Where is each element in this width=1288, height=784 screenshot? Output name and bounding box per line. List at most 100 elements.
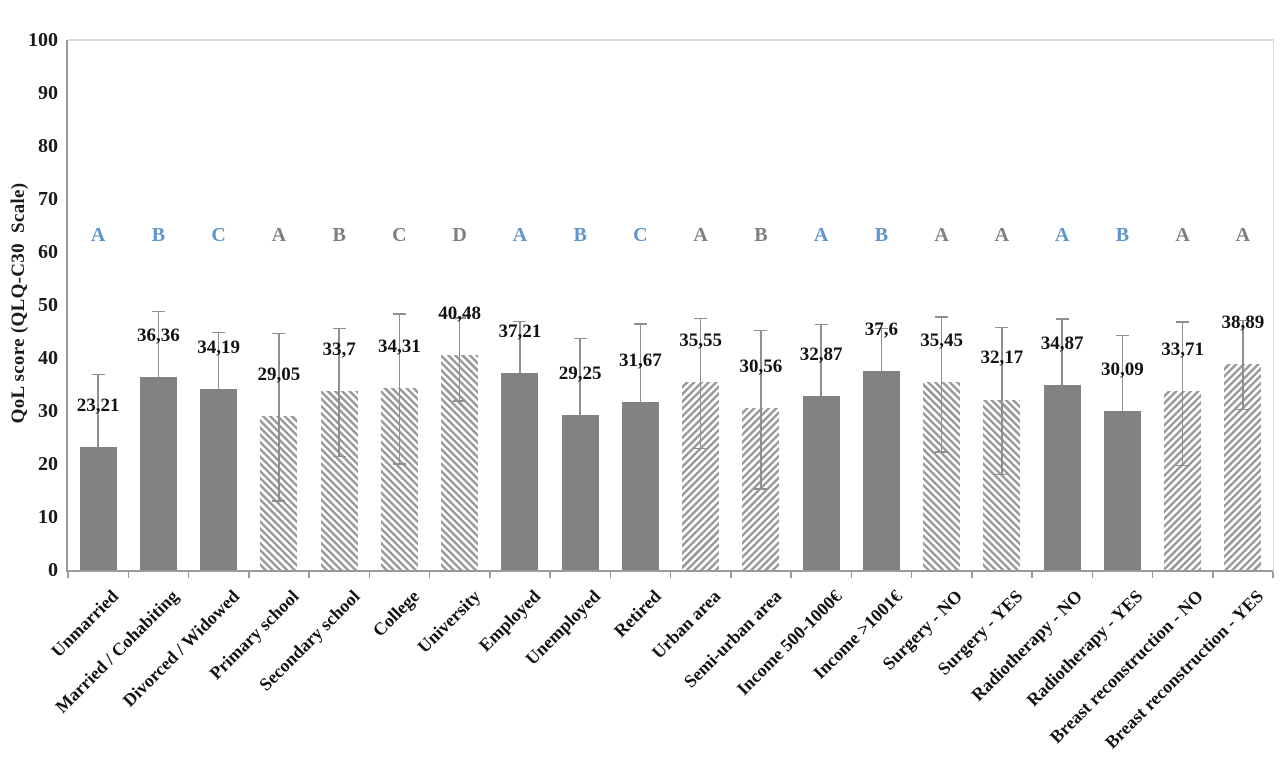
bar-17: [1043, 385, 1081, 570]
error-bar-bottom-cap: [754, 488, 768, 490]
y-tick-label: 30: [38, 400, 58, 422]
bar-3: [200, 388, 238, 570]
y-tick-label: 70: [38, 188, 58, 210]
error-bar-top-cap: [754, 329, 768, 332]
error-bar-top-cap: [392, 313, 406, 315]
error-bar: [1121, 334, 1124, 411]
error-bar: [760, 329, 762, 489]
bar-value-label: 30,56: [739, 356, 783, 378]
x-axis-tick: [609, 572, 611, 578]
bar-2: [139, 377, 177, 570]
error-bar-top-cap: [1236, 319, 1250, 322]
y-tick-label: 20: [38, 453, 58, 475]
significance-letter: B: [754, 224, 768, 247]
error-bar-bottom-cap: [935, 451, 949, 453]
error-bar: [1242, 319, 1244, 409]
error-bar-bottom-cap: [1236, 408, 1250, 411]
x-axis-tick: [1031, 572, 1033, 578]
plot-area: 23,21 A 36,36 B 34,19 C 29,05 A 33,7 B 34,31 C 40,48…: [66, 39, 1274, 578]
significance-letter: A: [1235, 224, 1251, 247]
x-category-label-text: College: [369, 586, 424, 641]
x-axis-tick: [127, 572, 129, 578]
x-axis-tick: [669, 572, 672, 578]
error-bar: [639, 323, 642, 403]
bar-13: [802, 395, 840, 570]
bar-value-label: 33,7: [322, 339, 356, 361]
significance-letter: A: [813, 224, 829, 247]
y-tick-label: 50: [38, 294, 58, 316]
significance-letter: B: [1115, 224, 1130, 247]
significance-letter: B: [332, 224, 346, 247]
y-tick-label: 10: [38, 506, 58, 528]
x-axis-line: [66, 570, 1273, 572]
plot-border-top: [68, 39, 1273, 41]
error-bar-top-cap: [874, 327, 888, 330]
error-bar-bottom-cap: [995, 473, 1009, 476]
significance-letter: B: [151, 224, 166, 247]
plot-border-right: [1272, 39, 1274, 571]
bar-9: [561, 414, 599, 570]
error-bar-bottom-cap: [694, 447, 708, 450]
bar-18: [1103, 410, 1141, 570]
significance-letter: C: [633, 224, 648, 247]
significance-letter: A: [1054, 224, 1070, 247]
bar-value-label: 35,55: [679, 329, 722, 351]
error-bar: [278, 332, 280, 501]
x-category-label-text: University: [413, 586, 484, 657]
x-axis-tick: [730, 572, 732, 578]
x-axis-tick: [1272, 572, 1274, 578]
significance-letter: A: [1175, 224, 1190, 247]
x-axis-tick: [1091, 572, 1093, 578]
bar-value-label: 31,67: [619, 350, 662, 372]
x-axis-tick: [308, 572, 310, 578]
y-tick-label: 100: [28, 29, 58, 51]
error-bar: [217, 331, 220, 389]
bar-10: [621, 402, 659, 570]
error-bar-bottom-cap: [392, 463, 406, 465]
bar-value-label: 36,36: [137, 325, 180, 347]
y-tick-label: 0: [48, 559, 58, 581]
error-bar: [157, 310, 160, 378]
error-bar: [1061, 318, 1063, 386]
bar-value-label: 35,45: [920, 330, 963, 352]
error-bar-top-cap: [694, 317, 708, 320]
error-bar-top-cap: [814, 323, 828, 326]
bar-value-label: 23,21: [76, 394, 120, 416]
error-bar-top-cap: [91, 373, 105, 376]
significance-letter: C: [392, 224, 407, 247]
error-bar-top-cap: [332, 327, 346, 330]
significance-letter: C: [211, 224, 226, 247]
error-bar: [97, 373, 99, 447]
error-bar-bottom-cap: [332, 455, 346, 458]
x-category-label-text: Radiotherapy - NO: [967, 586, 1087, 705]
x-axis-tick: [187, 572, 190, 578]
significance-letter: A: [512, 224, 528, 247]
significance-letter: A: [90, 224, 106, 247]
error-bar-top-cap: [212, 331, 226, 333]
x-axis-tick: [67, 572, 69, 578]
x-category-label-text: Retired: [609, 586, 665, 641]
bar-value-label: 34,87: [1040, 333, 1084, 355]
bar-value-label: 32,17: [980, 347, 1024, 369]
error-bar: [1181, 321, 1184, 465]
error-bar: [338, 327, 340, 456]
error-bar-bottom-cap: [453, 400, 467, 402]
significance-letter: A: [693, 224, 708, 247]
bar-value-label: 34,31: [378, 336, 421, 358]
bar-value-label: 38,89: [1221, 311, 1265, 333]
error-bar: [880, 327, 883, 371]
error-bar: [1001, 326, 1003, 474]
x-axis-tick: [428, 572, 431, 578]
bar-8: [501, 372, 539, 570]
bar-value-label: 34,19: [197, 336, 240, 358]
error-bar: [579, 337, 581, 415]
error-bar-top-cap: [1176, 321, 1190, 323]
significance-letter: B: [874, 224, 889, 247]
x-axis-tick: [1151, 572, 1154, 578]
bar-14: [862, 370, 900, 570]
error-bar-top-cap: [573, 337, 587, 340]
bar-value-label: 37,6: [864, 318, 898, 340]
significance-letter: D: [452, 224, 467, 247]
significance-letter: B: [573, 224, 587, 247]
